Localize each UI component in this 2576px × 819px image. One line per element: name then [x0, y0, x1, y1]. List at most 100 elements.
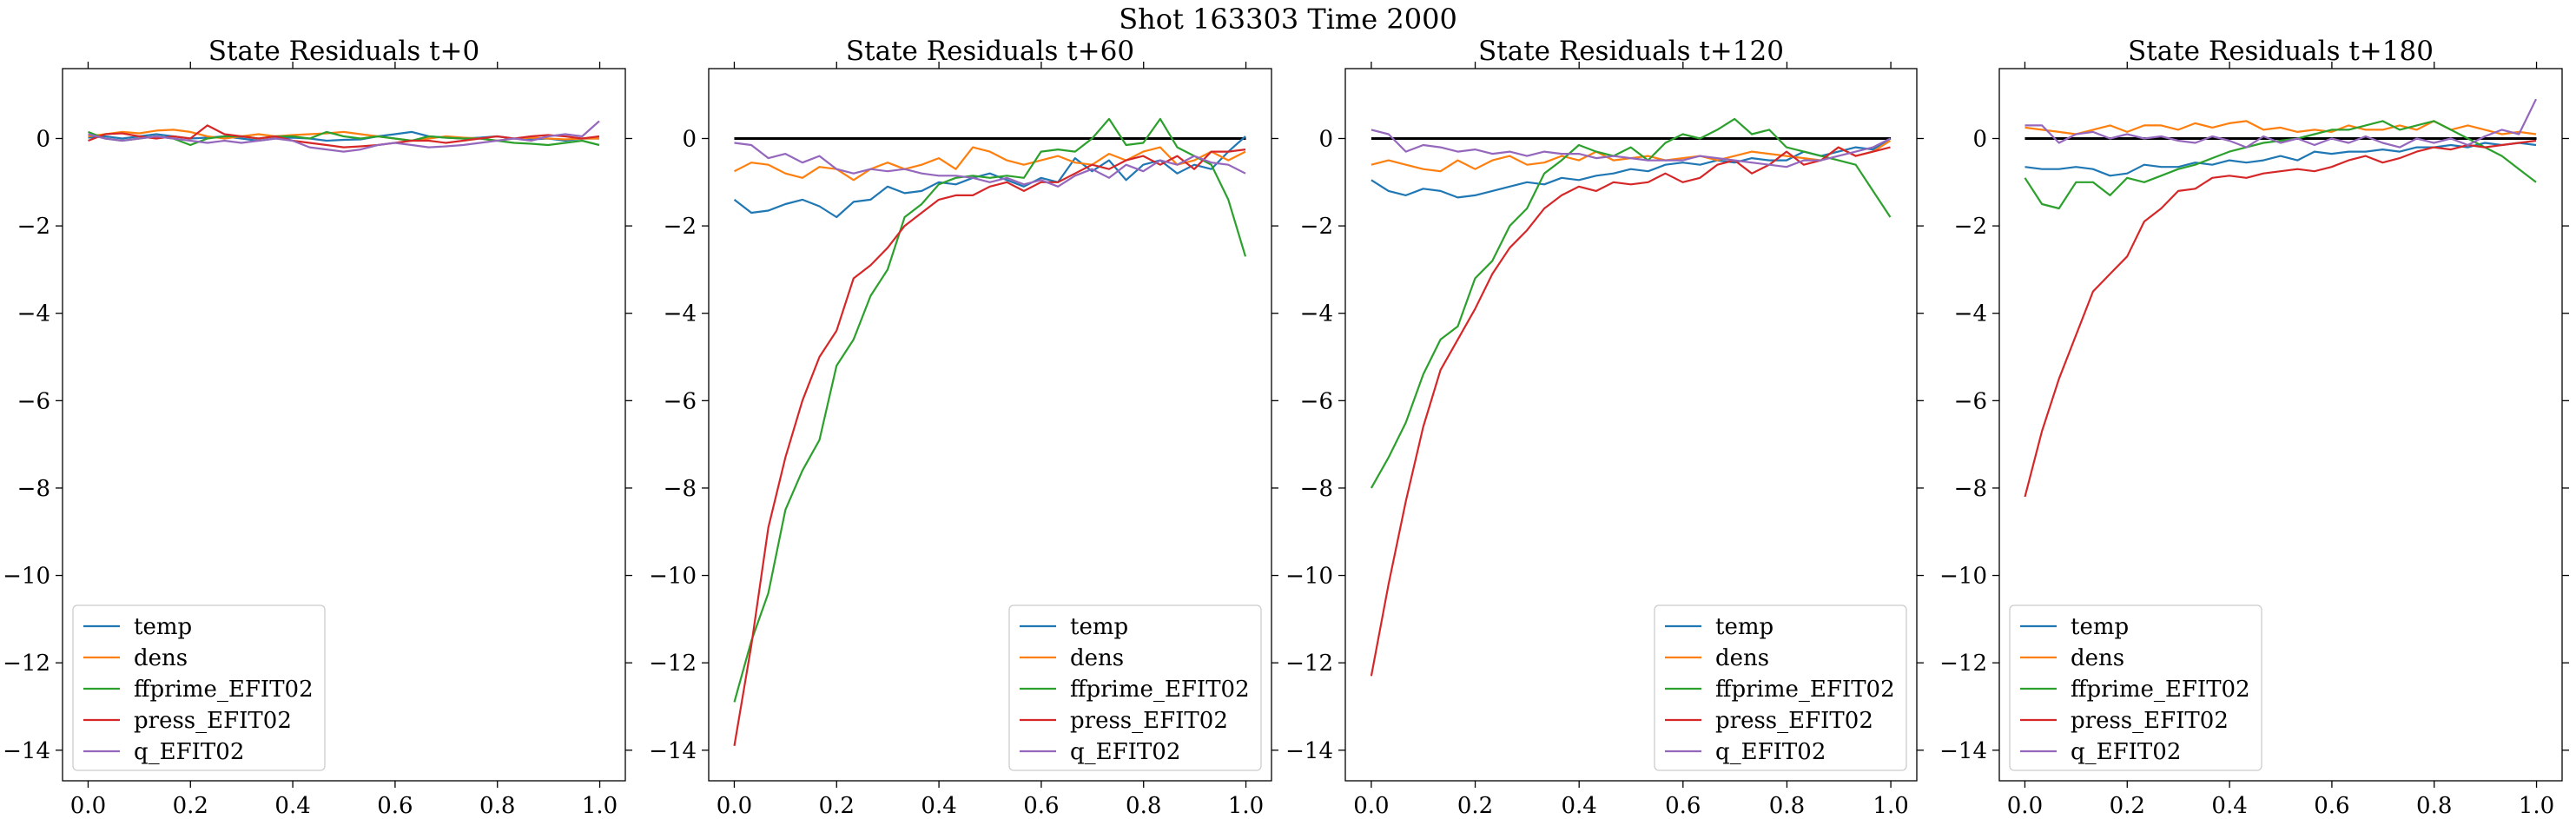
- x-tick-label: 0.0: [1353, 793, 1389, 819]
- y-tick-label: −6: [1954, 388, 1987, 414]
- series-line-dens: [1371, 140, 1892, 173]
- axes-frame: [62, 68, 626, 782]
- y-tick-label: −2: [1300, 214, 1333, 240]
- x-tick-label: 0.8: [2416, 793, 2452, 819]
- legend-label-temp: temp: [134, 614, 192, 640]
- legend-label-q-efit02: q_EFIT02: [1070, 739, 1180, 765]
- subplot-1: State Residuals t+0 0.0 0.2 0.4 0.6 0.8 1.0 0 −2…: [3, 36, 632, 819]
- x-tick-label: 0.0: [2007, 793, 2043, 819]
- x-tick-label: 0.0: [70, 793, 106, 819]
- legend-label-dens: dens: [134, 645, 188, 671]
- y-tick-label: −14: [1285, 738, 1333, 764]
- y-tick-label: −4: [17, 301, 50, 327]
- series-line-temp: [733, 135, 1246, 219]
- legend-label-q-efit02: q_EFIT02: [2071, 739, 2181, 765]
- figure-suptitle: Shot 163303 Time 2000: [1119, 3, 1457, 36]
- y-tick-label: −2: [17, 214, 50, 240]
- legend-label-ffprime-efit02: ffprime_EFIT02: [2071, 677, 2250, 703]
- axes-frame: [1344, 68, 1918, 782]
- series-line-press-efit02: [1370, 146, 1891, 677]
- y-tick-label: −8: [1954, 476, 1987, 502]
- legend-label-q-efit02: q_EFIT02: [1715, 739, 1826, 765]
- y-tick-label: 0: [1318, 126, 1333, 152]
- y-tick-label: −12: [1939, 651, 1987, 677]
- series-line-ffprime-efit02: [2024, 120, 2537, 210]
- y-tick-label: −12: [3, 651, 50, 677]
- y-tick-label: −10: [1285, 564, 1333, 590]
- subplot-2: State Residuals t+60 0.0 0.2 0.4 0.6 0.8 1.0 0 −…: [649, 36, 1278, 819]
- x-tick-label: 0.0: [717, 793, 752, 819]
- y-tick-label: −12: [649, 651, 697, 677]
- subplot-title: State Residuals t+60: [846, 36, 1134, 67]
- x-tick-label: 0.6: [2314, 793, 2349, 819]
- series-line-press-efit02: [733, 149, 1246, 746]
- x-tick-label: 1.0: [582, 793, 618, 819]
- series-line-ffprime-efit02: [733, 117, 1247, 703]
- x-tick-label: 0.2: [1457, 793, 1493, 819]
- y-tick-label: −10: [3, 564, 50, 590]
- x-tick-label: 0.2: [173, 793, 208, 819]
- y-tick-label: −14: [1939, 738, 1987, 764]
- x-tick-label: 0.8: [1769, 793, 1805, 819]
- x-tick-label: 0.6: [1665, 793, 1701, 819]
- series-line-temp: [2024, 142, 2537, 177]
- legend-label-q-efit02: q_EFIT02: [134, 739, 244, 765]
- axes-frame: [1998, 68, 2563, 782]
- y-tick-label: −10: [649, 564, 697, 590]
- axes-frame: [708, 68, 1272, 782]
- y-tick-label: −2: [1954, 214, 1987, 240]
- legend-label-dens: dens: [2071, 645, 2124, 671]
- x-tick-label: 1.0: [2519, 793, 2554, 819]
- y-tick-label: −10: [1939, 564, 1987, 590]
- x-tick-label: 0.2: [2110, 793, 2145, 819]
- y-tick-label: 0: [682, 126, 697, 152]
- legend-label-ffprime-efit02: ffprime_EFIT02: [1070, 677, 1250, 703]
- legend-label-dens: dens: [1715, 645, 1769, 671]
- legend-box: [1008, 604, 1262, 771]
- x-tick-label: 0.4: [274, 793, 310, 819]
- series-line-q-efit02: [1371, 129, 1891, 168]
- legend-label-temp: temp: [1715, 614, 1773, 640]
- subplot-title: State Residuals t+0: [208, 36, 479, 67]
- subplot-title: State Residuals t+120: [1478, 36, 1784, 67]
- y-tick-label: −12: [1285, 651, 1333, 677]
- y-tick-label: 0: [36, 126, 50, 152]
- series-line-dens: [734, 146, 1246, 182]
- y-tick-label: −8: [664, 476, 697, 502]
- legend-label-press-efit02: press_EFIT02: [2071, 708, 2229, 734]
- x-tick-label: 0.4: [921, 793, 956, 819]
- x-tick-label: 0.8: [479, 793, 515, 819]
- subplot-title: State Residuals t+180: [2128, 36, 2434, 67]
- y-tick-label: −6: [17, 388, 50, 414]
- plot-area: [88, 120, 600, 153]
- legend: temp dens ffprime_EFIT02 press_EFIT02 q_EFIT…: [2009, 604, 2262, 771]
- x-tick-label: 0.6: [1023, 793, 1059, 819]
- y-tick-label: 0: [1972, 126, 1987, 152]
- legend-label-press-efit02: press_EFIT02: [1070, 708, 1228, 734]
- x-tick-label: 0.4: [1562, 793, 1597, 819]
- legend-label-ffprime-efit02: ffprime_EFIT02: [134, 677, 314, 703]
- legend-label-press-efit02: press_EFIT02: [134, 708, 292, 734]
- series-line-q-efit02: [88, 120, 600, 153]
- y-tick-label: −8: [17, 476, 50, 502]
- plot-area: [733, 117, 1247, 746]
- plot-area: [1370, 117, 1892, 677]
- subplot-4: State Residuals t+180 0.0 0.2 0.4 0.6 0.8 1.0 0…: [1939, 36, 2569, 819]
- legend-label-temp: temp: [2071, 614, 2129, 640]
- subplot-3: State Residuals t+120 0.0 0.2 0.4 0.6 0.8 1.0 0…: [1285, 36, 1924, 819]
- series-line-dens: [2024, 120, 2537, 135]
- legend-label-temp: temp: [1070, 614, 1128, 640]
- x-tick-label: 0.8: [1126, 793, 1161, 819]
- y-tick-label: −6: [664, 388, 697, 414]
- x-tick-label: 0.2: [819, 793, 855, 819]
- y-tick-label: −4: [1954, 301, 1987, 327]
- y-tick-label: −4: [664, 301, 697, 327]
- legend: temp dens ffprime_EFIT02 press_EFIT02 q_EFIT…: [72, 604, 326, 771]
- y-tick-label: −6: [1300, 388, 1333, 414]
- x-tick-label: 0.6: [377, 793, 413, 819]
- series-line-press-efit02: [2024, 139, 2537, 498]
- legend-label-dens: dens: [1070, 645, 1124, 671]
- legend: temp dens ffprime_EFIT02 press_EFIT02 q_EFIT…: [1654, 604, 1907, 771]
- series-line-q-efit02: [2024, 98, 2537, 149]
